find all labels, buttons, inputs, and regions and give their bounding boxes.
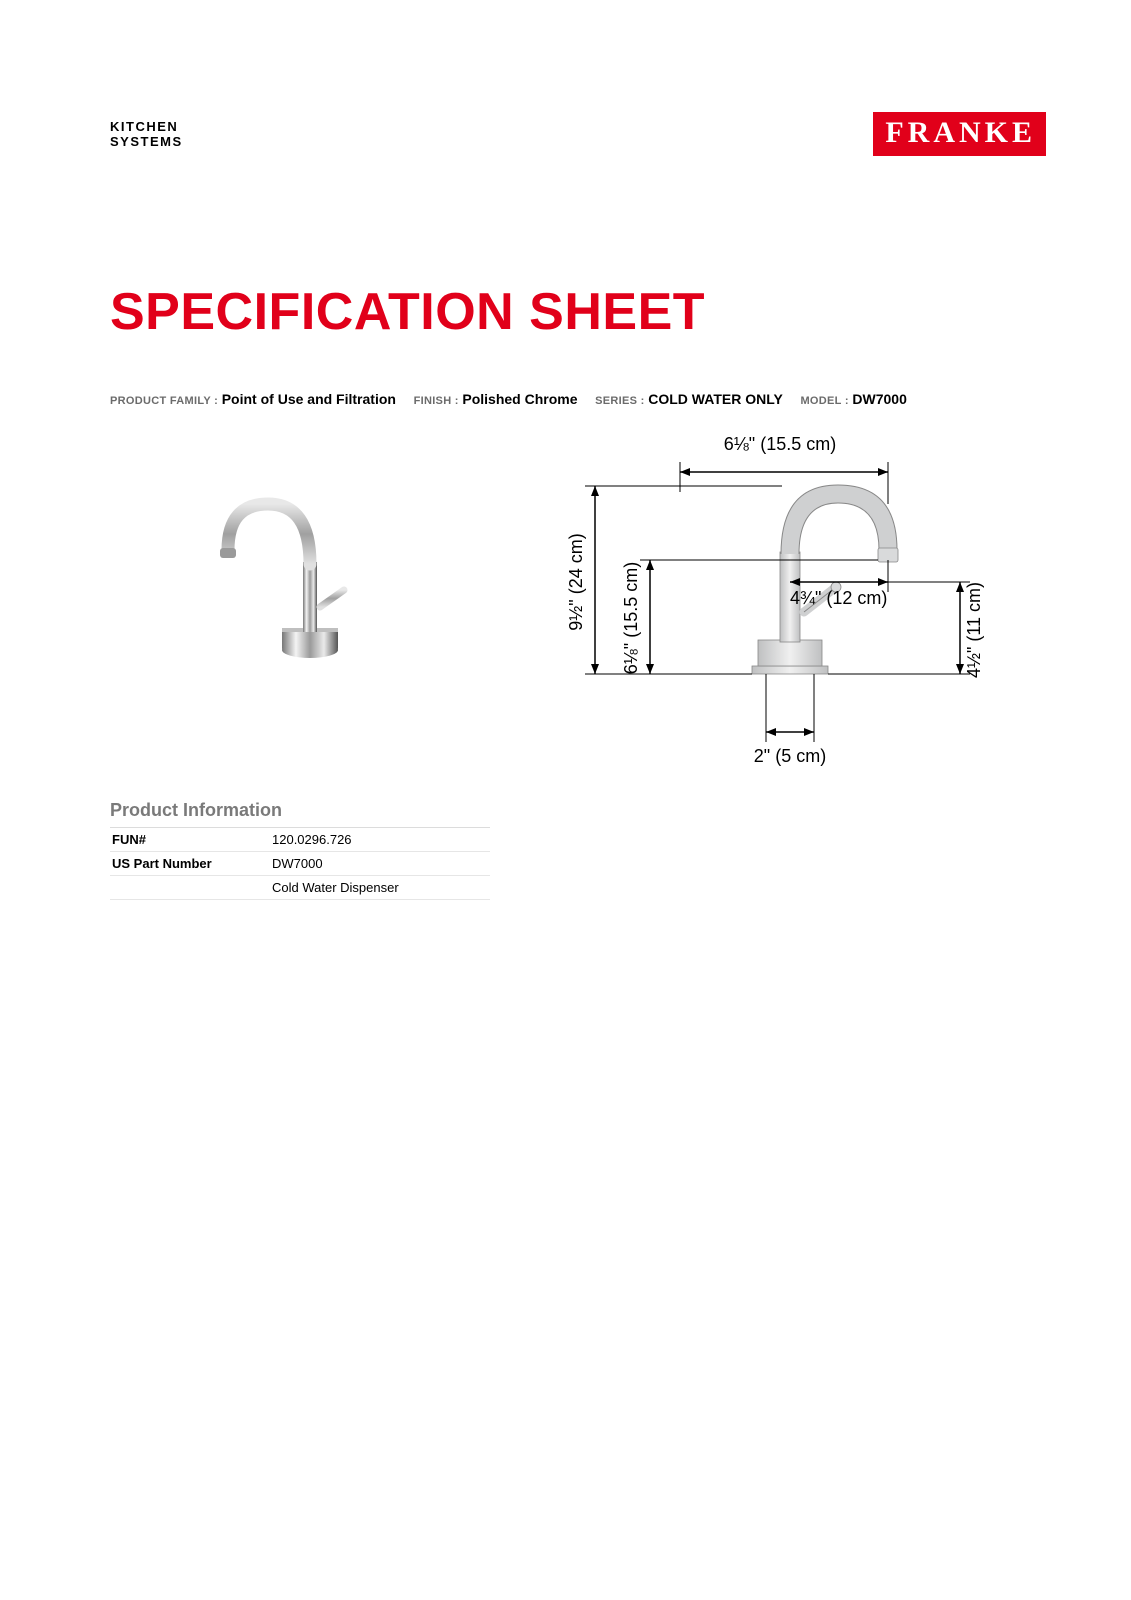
- kitchen-systems-label: KITCHEN SYSTEMS: [110, 120, 183, 150]
- meta-model-value: DW7000: [852, 391, 906, 407]
- kitchen-line2: SYSTEMS: [110, 135, 183, 150]
- dim-height-overall: 9½" (24 cm): [566, 533, 586, 630]
- info-label-2: [110, 875, 270, 899]
- dimension-diagram: 6⅛" (15.5 cm): [490, 432, 1046, 772]
- header: KITCHEN SYSTEMS FRANKE: [110, 120, 1046, 164]
- info-label-0: FUN#: [110, 828, 270, 852]
- table-row: US Part Number DW7000: [110, 851, 490, 875]
- info-value-1: DW7000: [270, 851, 490, 875]
- meta-family-label: PRODUCT FAMILY :: [110, 395, 218, 407]
- meta-series-value: COLD WATER ONLY: [648, 391, 783, 407]
- table-row: Cold Water Dispenser: [110, 875, 490, 899]
- info-value-0: 120.0296.726: [270, 828, 490, 852]
- meta-family-value: Point of Use and Filtration: [222, 391, 396, 407]
- faucet-photo-icon: [110, 432, 490, 732]
- dimension-diagram-svg: 6⅛" (15.5 cm): [490, 432, 1010, 792]
- section-product-info: Product Information: [110, 800, 490, 828]
- page-title: SPECIFICATION SHEET: [110, 282, 1046, 342]
- info-label-1: US Part Number: [110, 851, 270, 875]
- content-row: 6⅛" (15.5 cm): [110, 432, 1046, 772]
- meta-model-label: MODEL :: [800, 395, 848, 407]
- dim-handle-height: 4½" (11 cm): [964, 582, 984, 678]
- meta-line: PRODUCT FAMILY : Point of Use and Filtra…: [110, 390, 1046, 410]
- dim-top-width: 6⅛" (15.5 cm): [724, 434, 836, 454]
- meta-finish-label: FINISH :: [414, 395, 459, 407]
- meta-finish-value: Polished Chrome: [462, 391, 577, 407]
- table-row: FUN# 120.0296.726: [110, 828, 490, 852]
- product-photo: [110, 432, 490, 732]
- dim-base-width: 2" (5 cm): [754, 746, 826, 766]
- dim-reach: 4¾" (12 cm): [790, 588, 887, 608]
- product-info-table: FUN# 120.0296.726 US Part Number DW7000 …: [110, 828, 490, 900]
- kitchen-line1: KITCHEN: [110, 120, 183, 135]
- info-value-2: Cold Water Dispenser: [270, 875, 490, 899]
- dim-height-spout: 6⅛" (15.5 cm): [621, 561, 641, 673]
- brand-logo: FRANKE: [873, 112, 1046, 156]
- meta-series-label: SERIES :: [595, 395, 644, 407]
